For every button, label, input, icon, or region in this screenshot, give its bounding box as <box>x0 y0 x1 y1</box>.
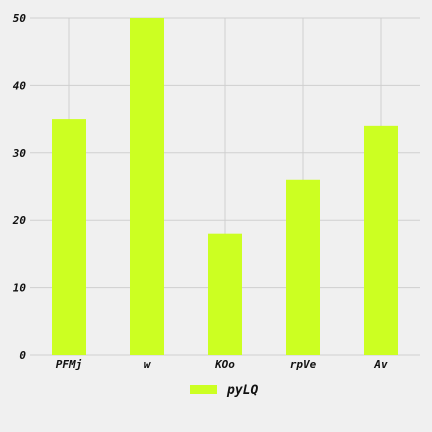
y-tick-label: 10 <box>13 282 27 295</box>
y-tick-label: 50 <box>13 12 27 25</box>
x-tick-label: rpVe <box>290 358 317 371</box>
y-axis-tick-labels: 0 10 20 30 40 50 <box>12 12 27 362</box>
bar <box>130 18 164 355</box>
bar <box>208 233 242 355</box>
bar-layer <box>52 18 398 355</box>
legend-swatch-pyLQ <box>190 385 217 394</box>
legend-label-pyLQ: pyLQ <box>226 383 258 398</box>
x-tick-label: PFMj <box>56 358 83 371</box>
y-tick-label: 30 <box>12 147 27 160</box>
bar <box>52 119 86 355</box>
x-axis-tick-labels: PFMj w KOo rpVe Av <box>56 358 388 371</box>
y-tick-label: 0 <box>19 349 26 362</box>
y-tick-label: 20 <box>12 214 27 227</box>
x-tick-label: Av <box>373 358 388 371</box>
x-tick-label: KOo <box>214 358 235 371</box>
y-tick-label: 40 <box>13 79 27 92</box>
bar <box>364 125 398 355</box>
bar <box>286 179 320 355</box>
x-tick-label: w <box>144 358 152 371</box>
legend: pyLQ <box>190 383 258 398</box>
